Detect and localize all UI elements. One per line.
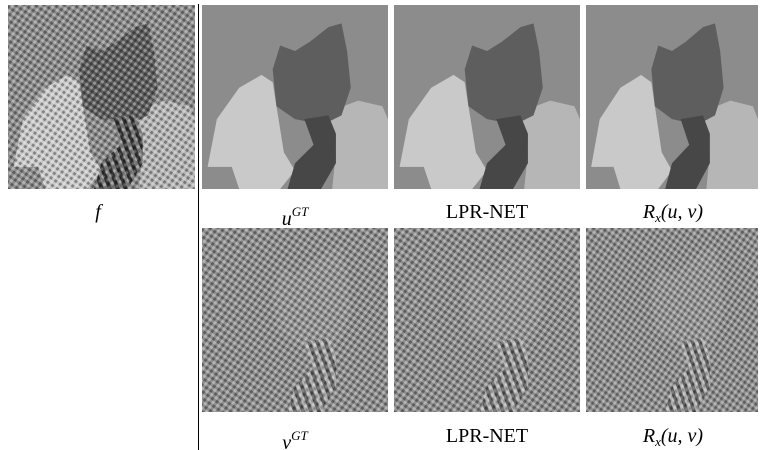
math: R <box>643 201 655 223</box>
math: R <box>643 425 655 447</box>
image <box>586 228 758 412</box>
image <box>202 5 388 189</box>
label: LPR-NET <box>446 201 528 223</box>
caption: f <box>5 200 191 224</box>
image <box>394 5 580 189</box>
label: LPR-NET <box>446 425 528 447</box>
caption: Rx(u, v) <box>580 200 761 230</box>
math: (u, v) <box>661 425 703 447</box>
caption: LPR-NET <box>394 200 580 224</box>
superscript: GT <box>291 428 308 443</box>
math: f <box>95 201 101 223</box>
caption: Rx(u, v) <box>580 424 761 450</box>
image <box>586 5 758 189</box>
image <box>202 228 388 412</box>
math: v <box>282 432 291 450</box>
image <box>394 228 580 412</box>
math: u <box>282 208 292 230</box>
caption: LPR-NET <box>394 424 580 448</box>
caption: vGT <box>202 424 388 450</box>
divider <box>198 4 199 450</box>
superscript: GT <box>292 204 309 219</box>
figure: f uGT LPR-NET Rx(u, v) vGT LPR-NET Rx(u,… <box>0 0 761 450</box>
input-image <box>8 5 195 189</box>
math: (u, v) <box>661 201 703 223</box>
caption: uGT <box>202 200 388 231</box>
